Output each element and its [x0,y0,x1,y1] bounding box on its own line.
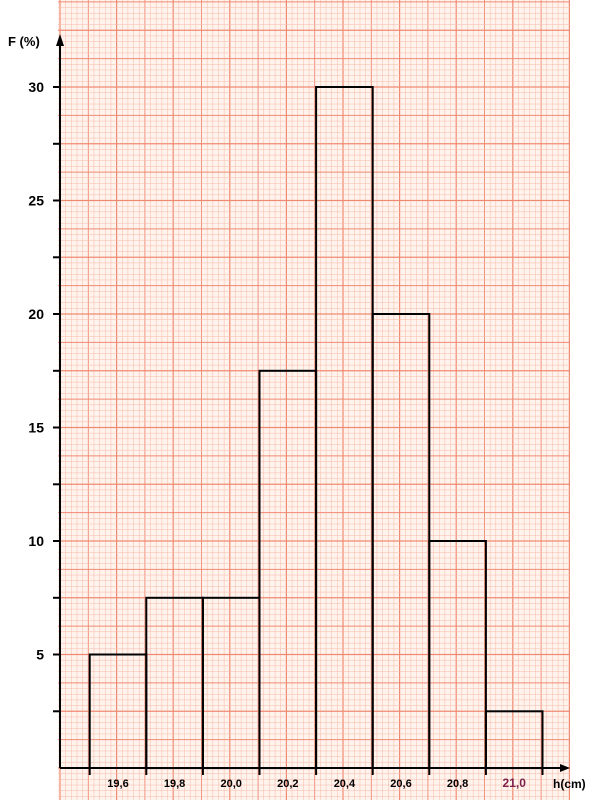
y-tick-label: 30 [28,79,44,95]
histogram-bars [88,86,544,770]
y-tick-label: 15 [28,420,44,436]
x-tick-label: 19,6 [107,778,128,790]
y-tick-label: 20 [28,306,44,322]
x-axis-arrow-icon [560,764,570,772]
axes [53,34,570,775]
graph-paper-background [58,0,570,800]
x-axis-label: h(cm) [553,777,586,791]
y-axis-label: F (%) [8,34,40,49]
tick-labels: 5 10 15 20 25 30 19,6 19,8 20,0 20,2 20,4 20,6 20,8 2… [28,79,526,790]
x-tick-label: 20,6 [390,778,411,790]
graph-paper-grid [58,0,571,800]
x-tick-label: 20,2 [277,778,298,790]
y-tick-label: 10 [28,533,44,549]
x-tick-label: 20,8 [447,778,468,790]
y-axis-arrow-icon [56,34,64,46]
x-tick-label: 19,8 [164,778,185,790]
y-tick-label: 5 [36,647,44,663]
x-tick-label: 21,0 [503,776,527,790]
x-tick-label: 20,4 [334,778,356,790]
y-tick-label: 25 [28,193,44,209]
x-tick-label: 20,0 [220,778,241,790]
